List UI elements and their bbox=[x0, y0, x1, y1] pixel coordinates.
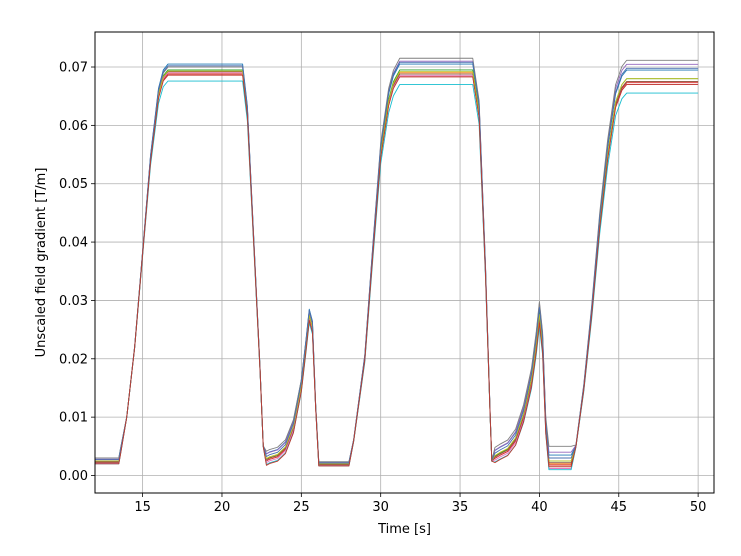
series-line-3 bbox=[95, 69, 699, 466]
series-line-12 bbox=[95, 74, 699, 468]
series-line-1 bbox=[95, 63, 699, 463]
y-tick-label: 0.06 bbox=[59, 119, 88, 134]
series-line-5 bbox=[95, 60, 699, 464]
grid bbox=[95, 32, 714, 493]
series-line-9 bbox=[95, 70, 699, 465]
x-axis-ticks: 15 20 25 30 35 40 45 50 bbox=[134, 493, 706, 515]
y-tick-label: 0.07 bbox=[59, 61, 88, 76]
y-axis-label: Unscaled field gradient [T/m] bbox=[34, 168, 49, 358]
y-tick-label: 0.05 bbox=[59, 177, 88, 192]
y-tick-label: 0.02 bbox=[59, 352, 88, 367]
y-tick-label: 0.01 bbox=[59, 411, 88, 426]
series-lines bbox=[95, 57, 699, 471]
x-tick-label: 30 bbox=[372, 500, 389, 515]
series-line-4 bbox=[95, 73, 699, 466]
x-axis-label: Time [s] bbox=[377, 522, 431, 537]
series-line-7 bbox=[95, 72, 699, 469]
series-line-6 bbox=[95, 71, 699, 465]
y-axis-ticks: 0.00 0.01 0.02 0.03 0.04 0.05 0.06 0.07 bbox=[59, 61, 95, 484]
x-tick-label: 25 bbox=[293, 500, 310, 515]
y-tick-label: 0.03 bbox=[59, 294, 88, 309]
x-tick-label: 45 bbox=[610, 500, 627, 515]
x-tick-label: 40 bbox=[531, 500, 548, 515]
plot-frame bbox=[94, 31, 715, 494]
series-line-2 bbox=[95, 72, 699, 465]
series-line-11 bbox=[95, 61, 699, 464]
y-tick-label: 0.04 bbox=[59, 236, 88, 251]
x-tick-label: 15 bbox=[134, 500, 151, 515]
x-tick-label: 20 bbox=[214, 500, 231, 515]
x-tick-label: 35 bbox=[452, 500, 469, 515]
x-tick-label: 50 bbox=[690, 500, 707, 515]
y-tick-label: 0.00 bbox=[59, 469, 88, 484]
series-line-8 bbox=[95, 57, 699, 463]
